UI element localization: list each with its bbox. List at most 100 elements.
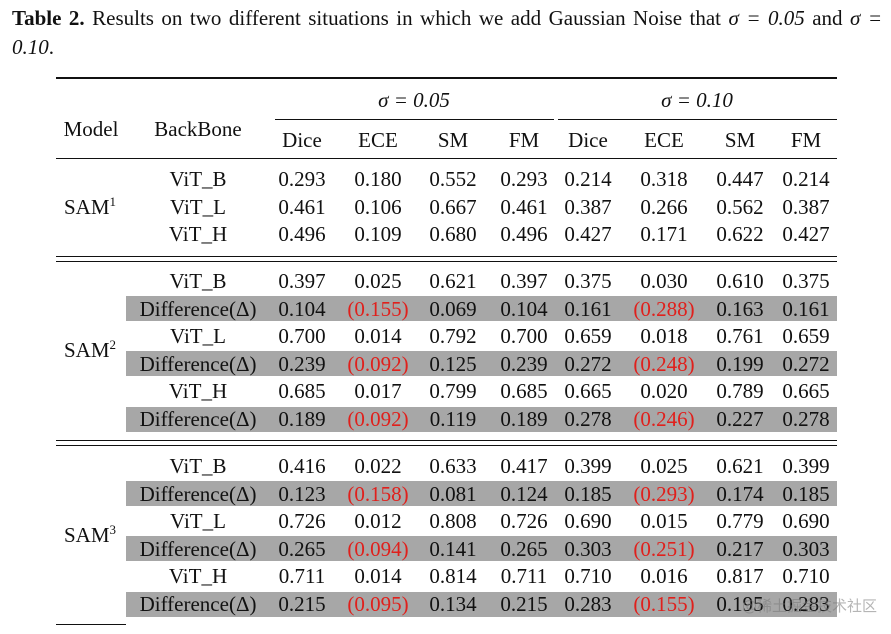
table-cell: 0.109 [354,222,402,247]
top-rule [56,77,837,79]
table-cell: 0.622 [716,222,764,247]
table-cell: 0.215 [500,592,548,616]
backbone-label: Difference(Δ) [139,481,257,506]
table-cell: 0.081 [429,481,477,506]
table-cell: 0.283 [564,592,612,616]
table-cell: 0.303 [782,536,830,561]
table-cell: 0.416 [278,454,326,478]
table-cell: 0.161 [564,296,612,321]
header-metric-6: ECE [644,128,684,152]
table-cell: 0.711 [278,564,326,589]
table-cell: 0.278 [782,407,830,431]
table-cell: 0.227 [716,407,764,431]
table-cell: 0.266 [640,194,688,219]
table-cell: 0.171 [640,222,688,247]
backbone-label: ViT_H [168,564,228,589]
difference-row-bg [126,591,837,617]
table-cell: (0.246) [633,407,695,431]
table-cell: 0.104 [500,296,548,321]
table-cell: 0.710 [782,564,830,589]
header-metric-3: SM [437,128,469,152]
table-cell: 0.427 [564,222,612,247]
table-cell: 0.417 [500,454,548,478]
table-cell: 0.610 [716,269,764,293]
table-cell: 0.016 [640,564,688,589]
table-cell: 0.789 [716,379,764,404]
table-cell: 0.134 [429,592,477,616]
header-group1: σ = 0.05 [378,88,450,112]
table-cell: 0.215 [278,592,326,616]
table-cell: 0.141 [429,536,477,561]
table-cell: 0.189 [278,407,326,431]
table-cell: 0.293 [278,167,326,191]
model-label: SAM3 [50,521,130,549]
table-cell: 0.399 [782,454,830,478]
model-superscript: 2 [109,337,117,352]
table-cell: 0.278 [564,407,612,431]
table-cell: 0.621 [716,454,764,478]
backbone-label: ViT_L [170,194,226,219]
table-cell: 0.265 [500,536,548,561]
table-cell: 0.119 [429,407,477,431]
table-cell: 0.180 [354,167,402,191]
table-cell: 0.700 [500,324,548,349]
table-cell: (0.248) [633,351,695,376]
table-cell: 0.214 [564,167,612,191]
table-cell: 0.125 [429,351,477,376]
backbone-label: ViT_B [169,167,227,191]
table-cell: 0.690 [564,509,612,534]
table-cell: 0.020 [640,379,688,404]
table-cell: 0.761 [716,324,764,349]
table-cell: 0.685 [500,379,548,404]
caption-sigma-1: σ = 0.05 [728,6,805,30]
table-cell: 0.659 [782,324,830,349]
backbone-label: Difference(Δ) [139,351,257,376]
table-cell: 0.214 [782,167,830,191]
table-cell: 0.562 [716,194,764,219]
table-cell: 0.015 [640,509,688,534]
group2-rule [558,119,837,120]
header-metric-7: SM [724,128,756,152]
table-cell: (0.094) [347,536,409,561]
backbone-label: ViT_B [169,269,227,293]
table-cell: 0.814 [429,564,477,589]
table-cell: 0.185 [782,481,830,506]
difference-row-bg [126,296,837,322]
table-cell: 0.161 [782,296,830,321]
table-cell: 0.018 [640,324,688,349]
table-cell: 0.069 [429,296,477,321]
table-cell: 0.726 [500,509,548,534]
table-cell: 0.189 [500,407,548,431]
backbone-label: ViT_L [170,509,226,534]
difference-row-bg [126,536,837,562]
table-cell: 0.397 [500,269,548,293]
table-cell: (0.251) [633,536,695,561]
table-cell: 0.293 [500,167,548,191]
table-cell: (0.158) [347,481,409,506]
header-model: Model [63,117,119,141]
table-cell: 0.387 [782,194,830,219]
table-cell: 0.680 [429,222,477,247]
table-cell: (0.092) [347,351,409,376]
table-cell: 0.239 [278,351,326,376]
table-cell: 0.014 [354,324,402,349]
table-cell: 0.030 [640,269,688,293]
table-cell: 0.667 [429,194,477,219]
table-cell: (0.288) [633,296,695,321]
group-sep-2a [56,440,837,441]
model-name: SAM [63,194,110,219]
table-cell: 0.726 [278,509,326,534]
table-cell: 0.375 [782,269,830,293]
table-cell: 0.239 [500,351,548,376]
model-name: SAM [63,523,110,547]
difference-row-bg [126,351,837,377]
caption-text-b: and [804,6,851,30]
header-metric-5: Dice [568,128,608,152]
model-label: SAM2 [50,336,130,364]
table-cell: 0.124 [500,481,548,506]
backbone-label: ViT_L [170,324,226,349]
table-cell: 0.012 [354,509,402,534]
group-sep-2b [56,445,837,446]
table-cell: 0.659 [564,324,612,349]
table-cell: 0.017 [354,379,402,404]
